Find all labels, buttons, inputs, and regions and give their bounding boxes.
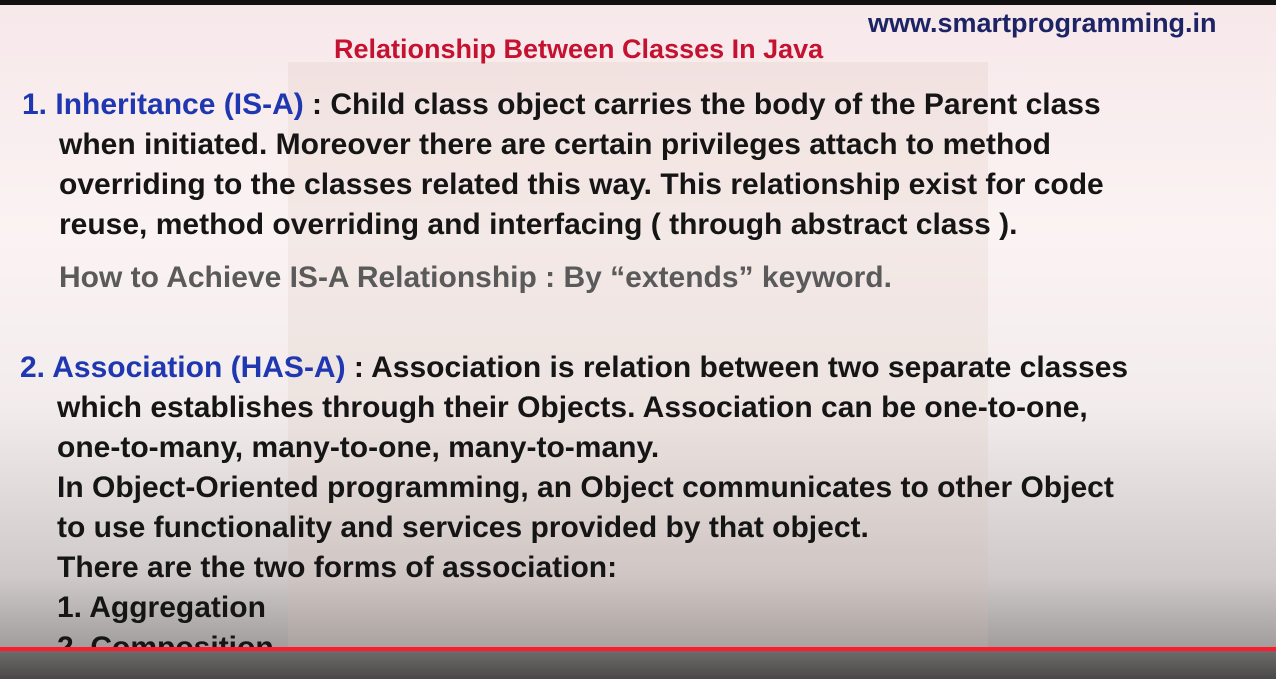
text-line: when initiated. Moreover there are certa… xyxy=(59,128,1051,161)
text-line: 1. Aggregation xyxy=(57,591,266,624)
section-heading: 1. Inheritance (IS-A) xyxy=(22,88,304,121)
text-line: In Object-Oriented programming, an Objec… xyxy=(57,471,1114,504)
section-heading: 2. Association (HAS-A) xyxy=(20,351,346,384)
note: How to Achieve IS-A Relationship : By “e… xyxy=(59,261,892,294)
text-line: reuse, method overriding and interfacing… xyxy=(59,208,1018,241)
top-bar xyxy=(0,0,1276,5)
text-line: to use functionality and services provid… xyxy=(57,511,869,544)
section-lead: : Association is relation between two se… xyxy=(345,351,1129,384)
section-lead: : Child class object carries the body of… xyxy=(303,88,1101,121)
slide-title: Relationship Between Classes In Java xyxy=(334,34,824,64)
website: www.smartprogramming.in xyxy=(868,8,1217,38)
section-first-line: 2. Association (HAS-A) : Association is … xyxy=(20,351,1128,385)
player-controls xyxy=(0,651,1276,679)
text-line: one-to-many, many-to-one, many-to-many. xyxy=(57,431,660,464)
text-line: which establishes through their Objects.… xyxy=(57,391,1088,424)
text-line: overriding to the classes related this w… xyxy=(59,168,1104,201)
progress-bar[interactable] xyxy=(0,647,1276,651)
watermark xyxy=(288,62,988,652)
text-line: There are the two forms of association: xyxy=(57,551,618,584)
section-first-line: 1. Inheritance (IS-A) : Child class obje… xyxy=(22,88,1101,122)
